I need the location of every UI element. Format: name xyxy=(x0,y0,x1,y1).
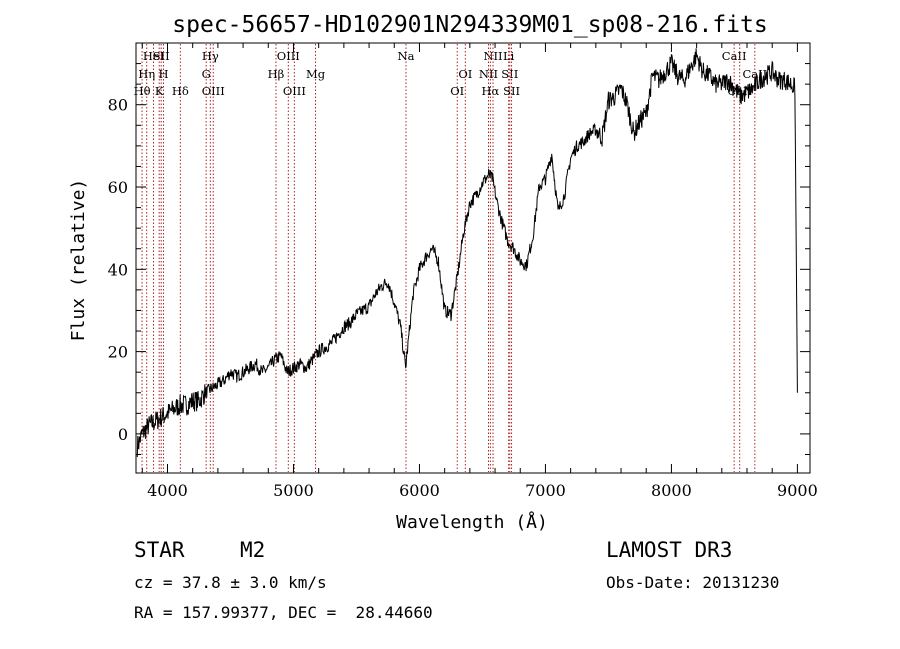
y-tick-label: 0 xyxy=(118,425,128,444)
x-tick-label: 4000 xyxy=(147,481,188,500)
x-tick-label: 7000 xyxy=(525,481,566,500)
line-marker-label: OIII xyxy=(277,49,300,63)
axes: 4000 5000 6000 7000 8000 9000 0 20 40 60 80 xyxy=(108,42,818,500)
y-tick-label: 40 xyxy=(108,260,128,279)
line-marker-label: Hη xyxy=(138,67,155,81)
coordinates-text: RA = 157.99377, DEC = 28.44660 xyxy=(134,603,433,622)
y-tick-label: 20 xyxy=(108,343,128,362)
line-marker-label: G xyxy=(202,67,211,81)
y-axis-label: Flux (relative) xyxy=(68,179,89,342)
line-marker-label: Hα xyxy=(481,84,499,98)
object-class: STAR xyxy=(134,538,185,562)
line-marker-label: OIII xyxy=(283,84,306,98)
redshift-text: cz = 37.8 ± 3.0 km/s xyxy=(134,573,327,592)
line-marker-label: Li xyxy=(503,49,515,63)
survey-name: LAMOST DR3 xyxy=(606,538,733,562)
line-marker-label: H xyxy=(158,67,168,81)
x-tick-label: 6000 xyxy=(399,481,440,500)
line-marker-label: Hδ xyxy=(172,84,189,98)
chart-title: spec-56657-HD102901N294339M01_sp08-216.f… xyxy=(172,12,767,38)
plot-frame xyxy=(135,42,811,474)
obs-date-text: Obs-Date: 20131230 xyxy=(606,573,780,592)
line-marker-label: NII xyxy=(479,67,498,81)
y-tick-label: 60 xyxy=(108,178,128,197)
line-marker-label: Hβ xyxy=(268,67,285,81)
line-marker-label: OIII xyxy=(202,84,225,98)
line-marker-label: OI xyxy=(458,67,472,81)
spectrum-series xyxy=(136,48,798,458)
x-tick-label: 5000 xyxy=(273,481,314,500)
x-axis-label: Wavelength (Å) xyxy=(396,511,548,533)
line-marker-label: NII xyxy=(483,49,502,63)
x-tick-label: 9000 xyxy=(777,481,818,500)
object-subclass: M2 xyxy=(240,538,266,562)
y-tick-label: 80 xyxy=(108,96,128,115)
x-tick-label: 8000 xyxy=(651,481,692,500)
line-marker-label: SII xyxy=(153,49,170,63)
line-marker-label: CaII xyxy=(722,49,747,63)
line-marker-label: Mg xyxy=(306,67,326,81)
line-marker-label: K xyxy=(155,84,164,98)
spectrum-line xyxy=(136,48,798,458)
spectrum-chart: spec-56657-HD102901N294339M01_sp08-216.f… xyxy=(68,12,818,533)
line-marker-label: SII xyxy=(501,67,518,81)
line-marker-label: Hθ xyxy=(134,84,151,98)
line-marker-label: OI xyxy=(450,84,464,98)
line-marker-label: Hγ xyxy=(202,49,219,63)
line-marker-label: SII xyxy=(503,84,520,98)
line-marker-label: Na xyxy=(398,49,415,63)
